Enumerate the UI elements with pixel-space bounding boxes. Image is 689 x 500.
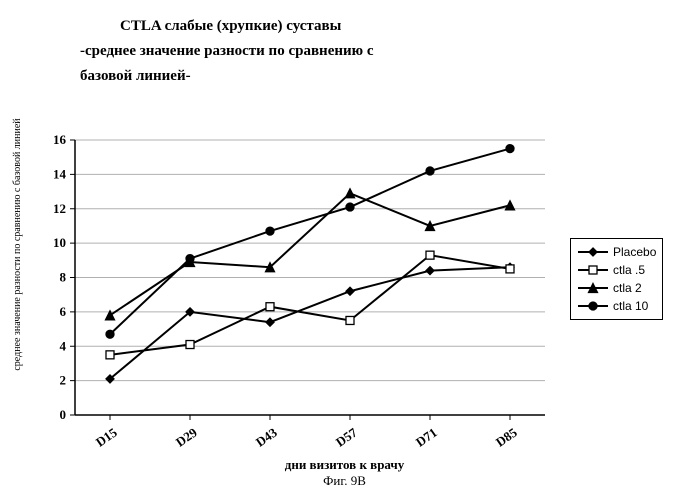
svg-text:0: 0 <box>60 407 67 422</box>
svg-text:10: 10 <box>53 235 66 250</box>
legend: Placebo ctla .5 ctla 2 ctla 10 <box>570 238 663 320</box>
legend-swatch <box>577 263 609 277</box>
legend-item: Placebo <box>577 243 656 261</box>
legend-label: ctla .5 <box>613 263 645 277</box>
svg-text:16: 16 <box>53 132 67 147</box>
legend-item: ctla 2 <box>577 279 656 297</box>
svg-text:D57: D57 <box>333 424 360 449</box>
legend-item: ctla .5 <box>577 261 656 279</box>
svg-text:D85: D85 <box>493 424 520 449</box>
legend-label: ctla 10 <box>613 299 648 313</box>
legend-label: Placebo <box>613 245 656 259</box>
svg-text:4: 4 <box>60 338 67 353</box>
legend-label: ctla 2 <box>613 281 642 295</box>
legend-swatch <box>577 281 609 295</box>
figure-label: Фиг. 9B <box>0 473 689 489</box>
svg-text:D43: D43 <box>253 424 280 449</box>
legend-item: ctla 10 <box>577 297 656 315</box>
svg-text:12: 12 <box>53 201 66 216</box>
legend-swatch <box>577 299 609 313</box>
x-axis-label: дни визитов к врачу <box>0 457 689 473</box>
svg-text:D29: D29 <box>173 424 200 449</box>
svg-text:2: 2 <box>60 373 67 388</box>
svg-text:D71: D71 <box>413 425 440 450</box>
svg-text:6: 6 <box>60 304 67 319</box>
svg-text:D15: D15 <box>93 424 120 449</box>
legend-swatch <box>577 245 609 259</box>
svg-text:8: 8 <box>60 270 67 285</box>
svg-text:14: 14 <box>53 166 67 181</box>
